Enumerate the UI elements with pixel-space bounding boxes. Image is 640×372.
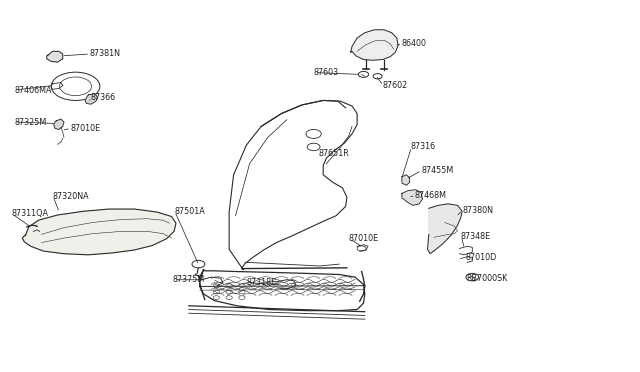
Text: 86400: 86400 [402,39,427,48]
Text: 87375M: 87375M [173,275,205,284]
Text: 87325M: 87325M [14,118,46,126]
Text: 87603: 87603 [314,68,339,77]
Text: 87366: 87366 [91,93,116,102]
Text: 87602: 87602 [383,81,408,90]
Text: 87501A: 87501A [174,207,205,216]
Text: 87381N: 87381N [90,49,120,58]
Text: 87010E: 87010E [349,234,379,243]
Text: 87010D: 87010D [466,253,497,262]
Polygon shape [402,190,422,205]
Text: 87010E: 87010E [70,124,100,133]
Polygon shape [22,209,176,255]
Polygon shape [47,51,63,62]
Polygon shape [351,30,398,60]
Text: 87316: 87316 [411,142,436,151]
Text: 87651R: 87651R [319,149,349,158]
Text: 87468M: 87468M [415,191,447,200]
Polygon shape [428,204,462,254]
Text: 87320NA: 87320NA [52,192,89,201]
Text: 87406MA: 87406MA [14,86,52,94]
Polygon shape [402,175,410,185]
Text: 87348E: 87348E [461,232,491,241]
Polygon shape [85,94,97,104]
Text: 87455M: 87455M [421,166,453,175]
Text: RB7000SK: RB7000SK [466,274,508,283]
Text: 87311QA: 87311QA [12,209,49,218]
Text: 87380N: 87380N [462,206,493,215]
Polygon shape [54,119,64,129]
Text: 87318E: 87318E [246,278,276,287]
